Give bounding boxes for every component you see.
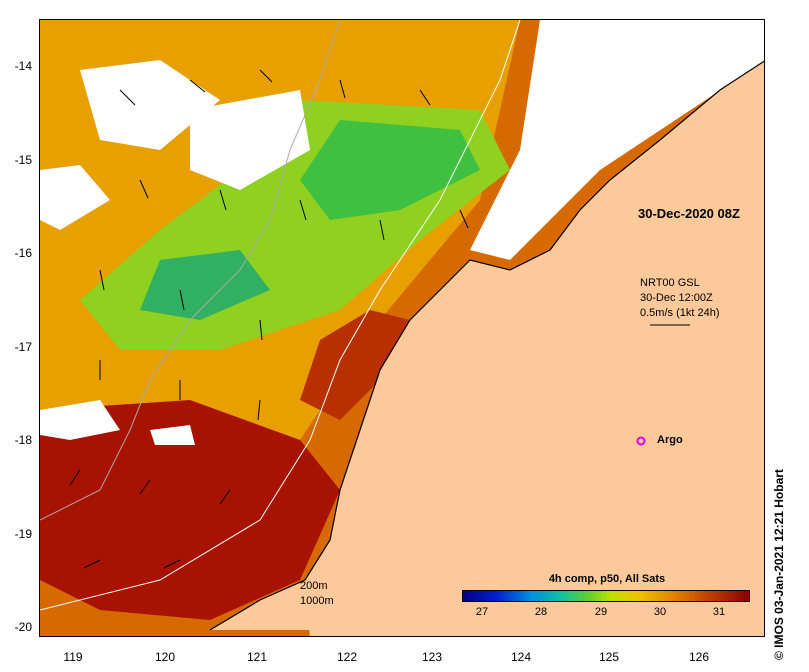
cloud-nw [80, 60, 220, 150]
y-tick-label: -20 [14, 620, 32, 634]
contour-200m [40, 20, 521, 611]
imos-credit: © IMOS 03-Jan-2021 12:21 Hobart [772, 469, 786, 660]
cloud-ne [470, 20, 764, 260]
y-tick-label: -18 [14, 433, 32, 447]
x-tick-label: 126 [688, 650, 710, 664]
current-vectors [69, 69, 690, 569]
current-scale-label: 0.5m/s (1kt 24h) [640, 307, 720, 319]
y-tick-label: -17 [14, 340, 32, 354]
colorbar-tick: 27 [475, 606, 489, 618]
x-tick-label: 123 [421, 650, 443, 664]
current-product-label: NRT00 GSL [640, 277, 700, 289]
argo-marker[interactable] [636, 436, 646, 446]
colorbar-tick: 30 [653, 606, 667, 618]
cloud-sw [40, 400, 120, 440]
sst-cool-patch [140, 250, 270, 320]
sst-colorbar [462, 590, 750, 602]
sst-map [39, 19, 765, 637]
y-tick-label: -19 [14, 527, 32, 541]
colorbar-title: 4h comp, p50, All Sats [548, 573, 666, 585]
land-sw [210, 580, 310, 630]
x-tick-label: 120 [154, 650, 176, 664]
map-canvas [40, 20, 764, 636]
contour-200m-label: 200m [300, 580, 328, 592]
contour-1000m-label: 1000m [300, 595, 334, 607]
colorbar-tick: 29 [594, 606, 608, 618]
overlay-date-label: 30-Dec-2020 08Z [638, 206, 740, 221]
x-tick-label: 121 [246, 650, 268, 664]
y-tick-label: -14 [14, 59, 32, 73]
x-tick-label: 125 [598, 650, 620, 664]
x-tick-label: 124 [510, 650, 532, 664]
argo-label: Argo [657, 434, 683, 446]
current-time-label: 30-Dec 12:00Z [640, 292, 713, 304]
land-mass [305, 61, 764, 636]
cloud-n [190, 90, 310, 190]
x-tick-label: 122 [336, 650, 358, 664]
contour-1000m [40, 20, 341, 521]
sst-cool-core [300, 120, 480, 220]
colorbar-tick: 28 [534, 606, 548, 618]
x-tick-label: 119 [63, 650, 83, 664]
cloud-s [150, 425, 195, 445]
y-tick-label: -16 [14, 246, 32, 260]
sst-hot-zone [40, 400, 340, 620]
cloud-w [40, 165, 110, 230]
coastline [209, 60, 764, 631]
y-tick-label: -15 [14, 153, 32, 167]
colorbar-tick: 31 [712, 606, 726, 618]
